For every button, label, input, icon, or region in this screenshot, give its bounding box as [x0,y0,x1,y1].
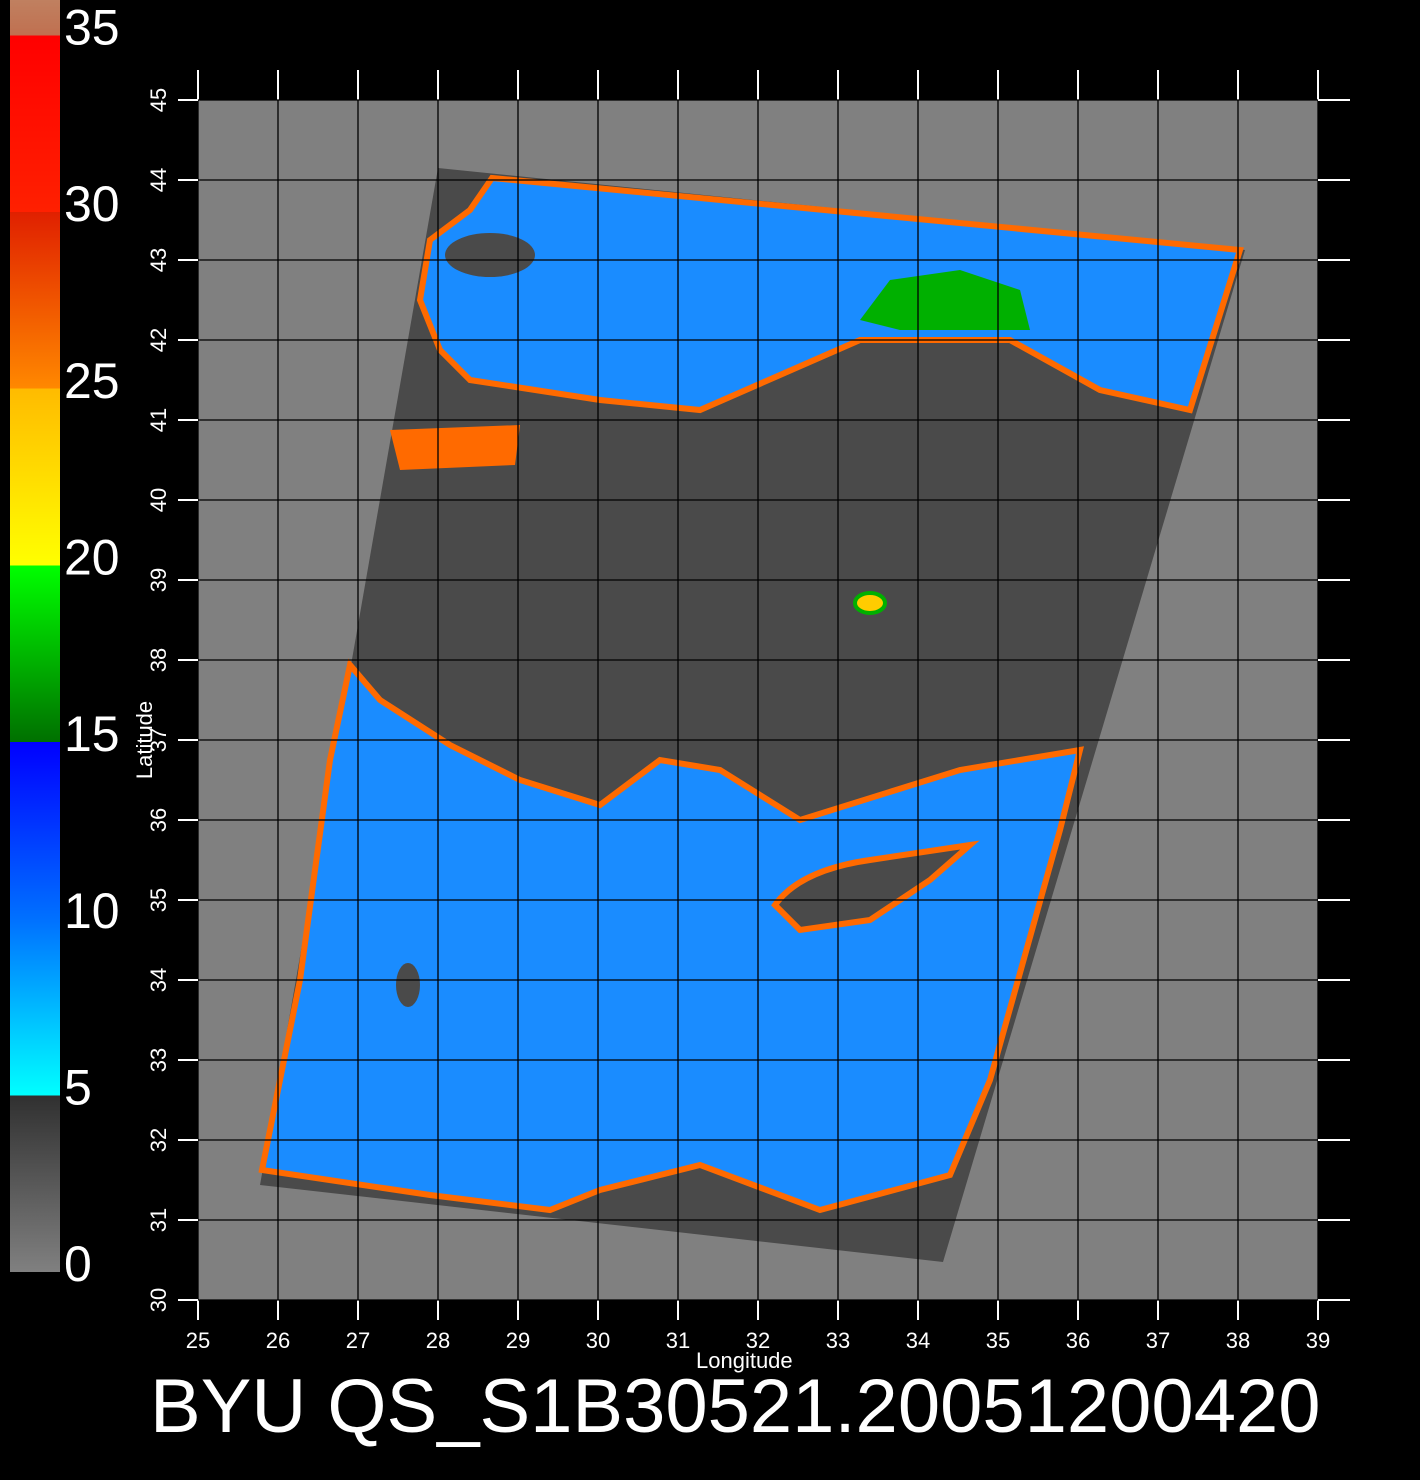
black-sea-swath [416,174,1244,414]
colorbar-tick-label: 15 [64,706,120,762]
x-tick-label: 33 [826,1328,850,1353]
colorbar-tick-label: 25 [64,353,120,409]
mediterranean-swath [258,658,1085,1214]
x-tick-label: 36 [1066,1328,1090,1353]
y-tick-label: 38 [146,648,171,672]
y-tick-label: 30 [146,1288,171,1312]
x-tick-label: 26 [266,1328,290,1353]
x-axis-label: Longitude [696,1348,793,1373]
colorbar-tick-label: 10 [64,883,120,939]
x-tick-label: 30 [586,1328,610,1353]
y-axis-label: Latitude [132,701,157,779]
colorbar-tick-label: 20 [64,530,120,586]
y-tick-label: 44 [146,168,171,192]
x-tick-label: 37 [1146,1328,1170,1353]
island-region [853,591,887,615]
colorbar [10,0,60,1272]
x-tick-label: 35 [986,1328,1010,1353]
x-tick-label: 31 [666,1328,690,1353]
colorbar-tick-label: 0 [64,1236,92,1292]
y-tick-label: 40 [146,488,171,512]
y-tick-label: 43 [146,248,171,272]
x-tick-label: 34 [906,1328,930,1353]
y-tick-label: 39 [146,568,171,592]
axes: 25 26 27 28 29 30 31 32 33 34 35 36 37 38 39 30 31 32 33 34… [146,70,1350,1353]
cyprus [771,840,980,934]
x-tick-label: 28 [426,1328,450,1353]
calm-patch [396,963,420,1007]
chart-title: BYU QS_S1B30521.20051200420 [150,1364,1321,1449]
y-tick-label: 45 [146,88,171,112]
x-tick-label: 38 [1226,1328,1250,1353]
y-tick-label: 41 [146,408,171,432]
y-tick-label: 32 [146,1128,171,1152]
y-tick-label: 31 [146,1208,171,1232]
x-tick-label: 27 [346,1328,370,1353]
high-wind-region [860,270,1030,330]
y-tick-label: 35 [146,888,171,912]
x-tick-label: 32 [746,1328,770,1353]
y-tick-label: 36 [146,808,171,832]
x-tick-label: 29 [506,1328,530,1353]
x-tick-label: 25 [186,1328,210,1353]
colorbar-tick-label: 35 [64,0,120,56]
y-tick-label: 42 [146,328,171,352]
colorbar-tick-label: 30 [64,176,120,232]
y-tick-label: 37 [146,728,171,752]
x-tick-label: 39 [1306,1328,1330,1353]
colorbar-tick-label: 5 [64,1060,92,1116]
calm-patch [445,233,535,277]
y-tick-label: 33 [146,1048,171,1072]
marmara-region [390,425,520,470]
y-tick-label: 34 [146,968,171,992]
